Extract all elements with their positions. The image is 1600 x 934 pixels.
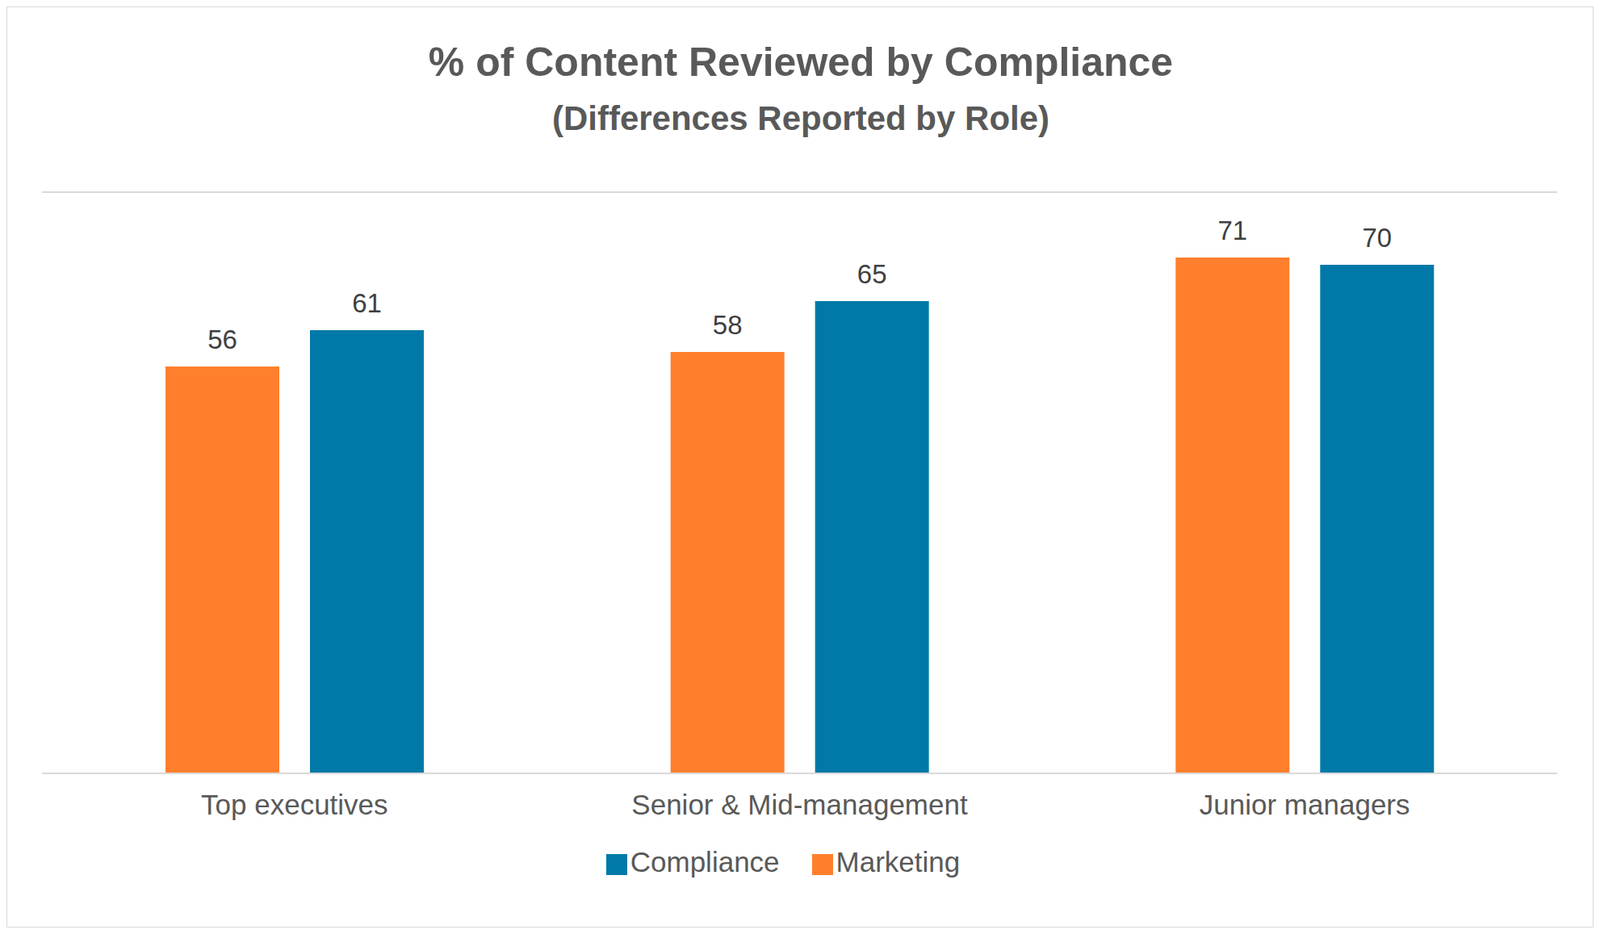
html-text:Compliance: Compliance (630, 846, 780, 878)
html-text:(Differences Reported by Role): (Differences Reported by Role) (552, 99, 1050, 138)
svg-text:Junior managers: Junior managers (1199, 788, 1411, 821)
svg-text:Senior & Mid-management: Senior & Mid-management (631, 788, 968, 821)
svg-text:56: 56 (207, 324, 238, 355)
html-text:% of Content Reviewed by Compl: % of Content Reviewed by Compliance (428, 39, 1174, 85)
svg-text:58: 58 (712, 309, 743, 340)
html-text:Marketing: Marketing (836, 846, 960, 878)
svg-text:65: 65 (857, 259, 888, 290)
svg-text:Top executives: Top executives (201, 788, 389, 821)
svg-text:61: 61 (351, 288, 382, 319)
svg-text:70: 70 (1361, 222, 1392, 253)
svg-text:71: 71 (1217, 215, 1248, 246)
